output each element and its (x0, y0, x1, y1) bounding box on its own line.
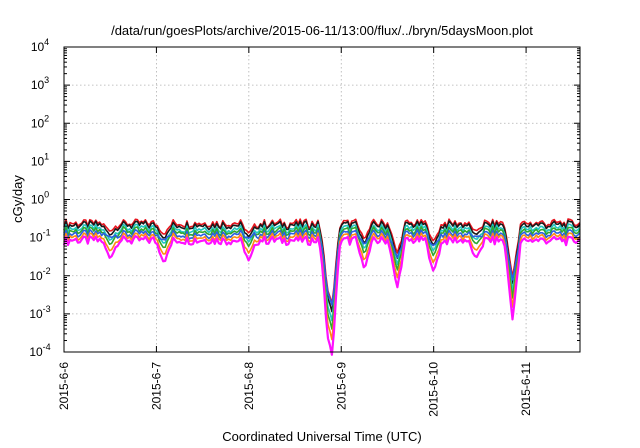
y-tick-label: 10-1 (29, 228, 50, 245)
y-tick-label: 10-4 (29, 342, 50, 359)
y-tick-label: 100 (31, 190, 49, 207)
grid (64, 46, 580, 353)
x-axis-label: Coordinated Universal Time (UTC) (222, 429, 421, 444)
y-tick-label: 104 (31, 37, 49, 54)
y-tick-label: 10-3 (29, 304, 50, 321)
x-tick-label: 2015-6-6 (57, 362, 71, 410)
y-tick-label: 10-2 (29, 266, 50, 283)
x-axis-ticks: 2015-6-6 2015-6-7 2015-6-8 2015-6-9 2015-6-1… (57, 47, 533, 417)
series-line (63, 228, 581, 306)
chart-title: /data/run/goesPlots/archive/2015-06-11/1… (111, 23, 533, 38)
y-tick-label: 101 (31, 151, 49, 168)
series-lines (62, 218, 581, 356)
x-tick-label: 2015-6-9 (334, 362, 348, 410)
y-axis-ticks: 10-4 10-3 10-2 10-1 100 101 102 103 104 (29, 37, 580, 359)
x-tick-label: 2015-6-11 (519, 362, 533, 416)
series-line (62, 235, 581, 356)
x-tick-label: 2015-6-8 (242, 362, 256, 410)
y-tick-label: 102 (31, 113, 49, 130)
x-tick-label: 2015-6-7 (149, 362, 163, 410)
y-tick-label: 103 (31, 75, 49, 92)
x-tick-label: 2015-6-10 (427, 362, 441, 417)
y-axis-label: cGy/day (10, 175, 25, 223)
